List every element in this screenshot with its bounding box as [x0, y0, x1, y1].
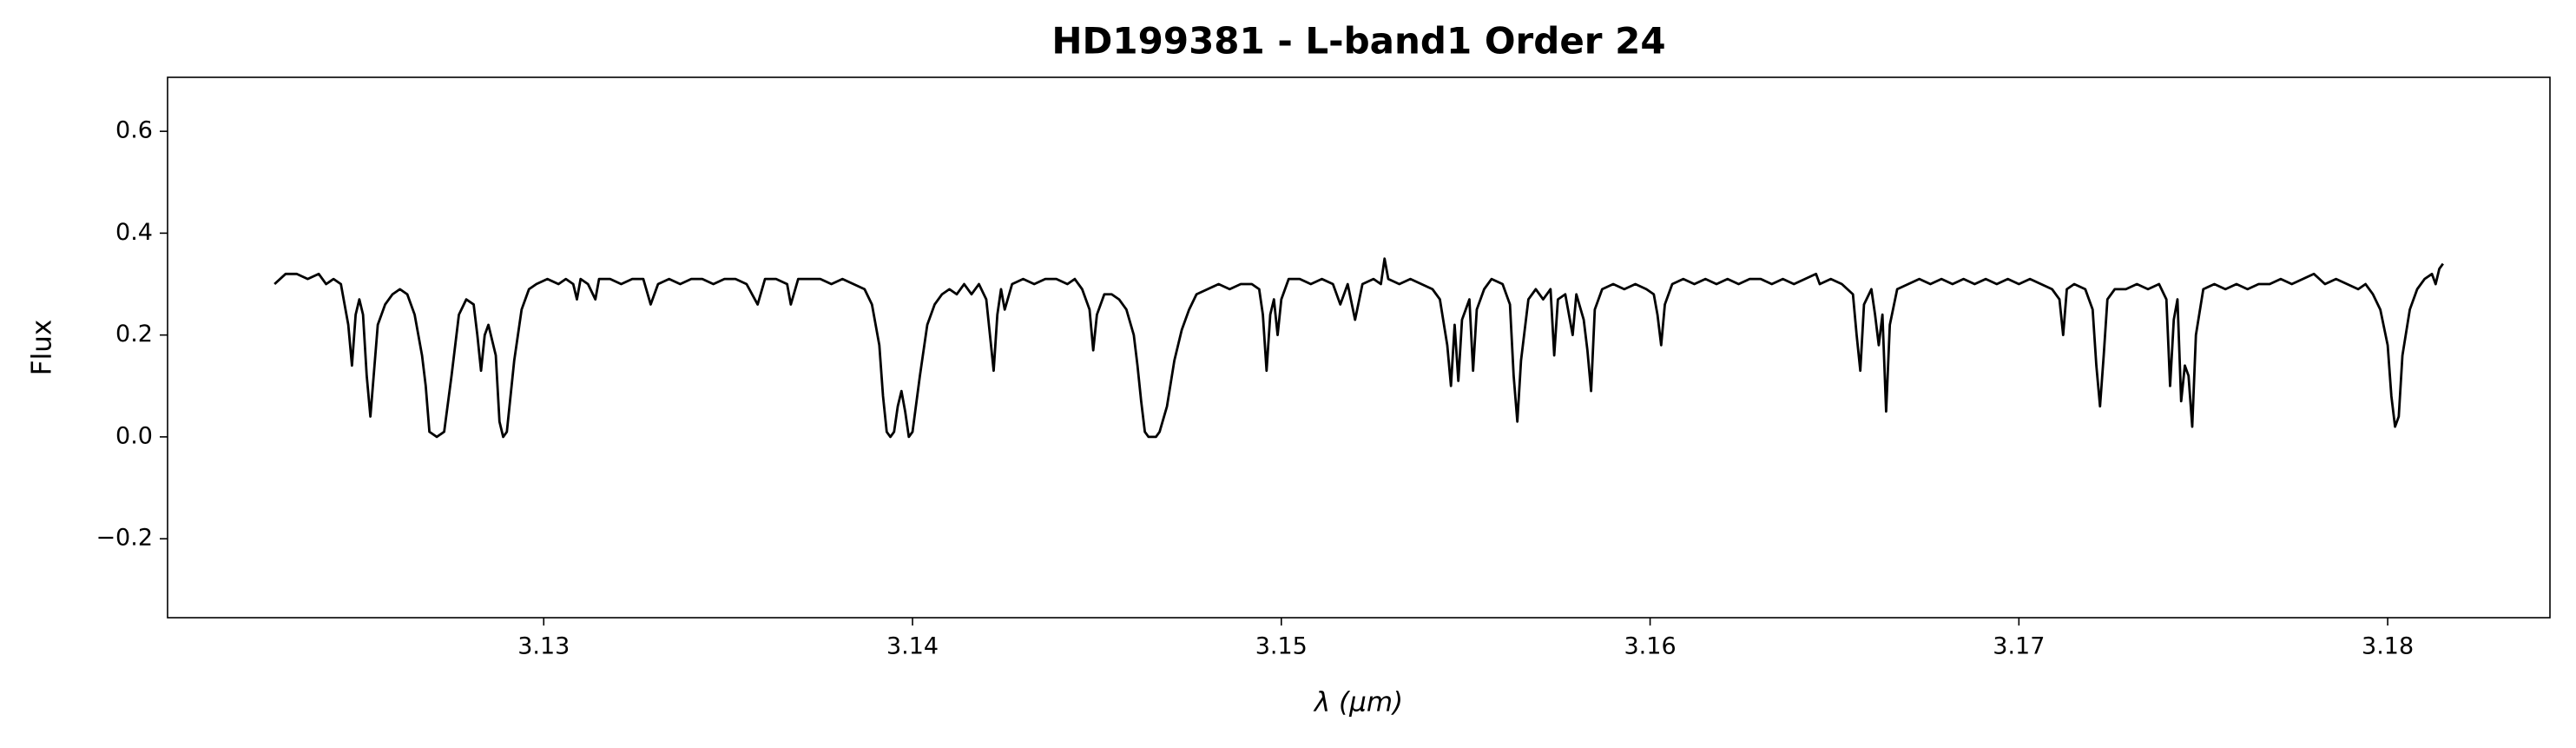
- spectrum-line: [273, 257, 2444, 439]
- x-axis-label: λ (μm): [1313, 687, 1403, 718]
- x-tick-label: 3.18: [2362, 633, 2414, 660]
- y-tick-label: 0.4: [115, 219, 153, 246]
- y-tick-label: 0.2: [115, 321, 153, 348]
- x-tick-label: 3.17: [1993, 633, 2045, 660]
- x-tick-label: 3.15: [1255, 633, 1308, 660]
- y-tick-label: 0.6: [115, 117, 153, 144]
- x-tick-label: 3.14: [886, 633, 939, 660]
- chart-title: HD199381 - L-band1 Order 24: [1051, 20, 1665, 63]
- plot-frame: [167, 76, 2551, 619]
- x-tick-label: 3.16: [1624, 633, 1677, 660]
- x-tick-label: 3.13: [517, 633, 570, 660]
- y-axis-label: Flux: [27, 320, 58, 375]
- y-tick-label: −0.2: [96, 525, 153, 552]
- y-tick-label: 0.0: [115, 422, 153, 449]
